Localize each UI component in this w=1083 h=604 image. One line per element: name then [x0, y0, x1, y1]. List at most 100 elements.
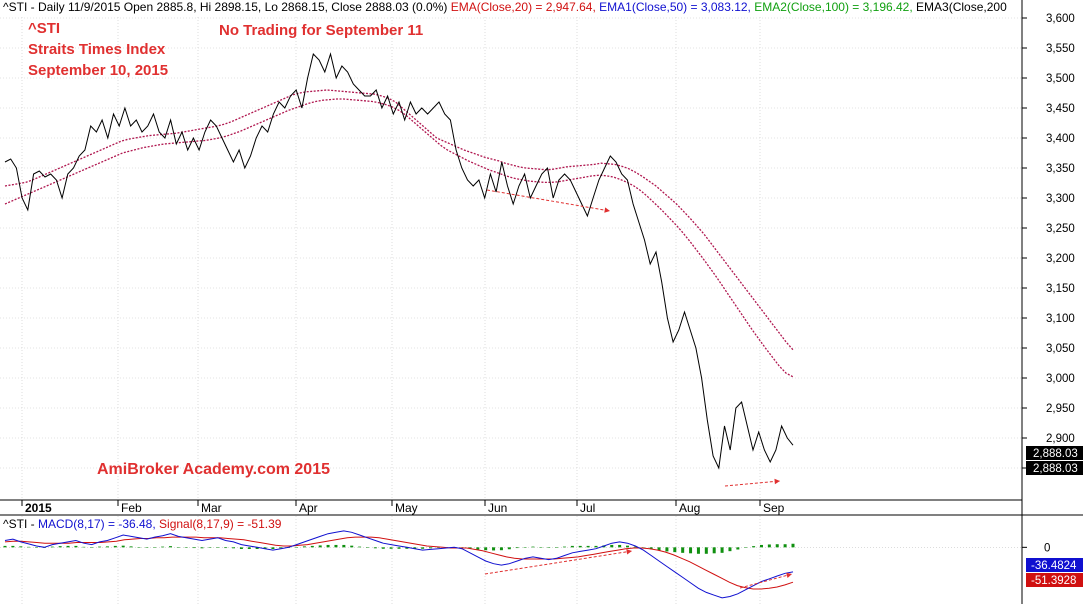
macd-histogram-bar [649, 547, 653, 550]
divergence-arrows [486, 189, 781, 487]
date-label: September 10, 2015 [28, 62, 169, 79]
price-y-tick-label: 3,000 [1046, 373, 1075, 385]
macd-histogram-bar [365, 547, 369, 548]
macd-histogram-bar [728, 547, 732, 552]
macd-histogram-bar [279, 547, 283, 549]
macd-histogram-bar [232, 547, 236, 549]
macd-histogram-bar [752, 546, 756, 548]
index-name-label: Straits Times Index [28, 41, 166, 58]
x-tick-label: Sep [763, 501, 785, 515]
price-y-tick-label: 3,150 [1046, 283, 1075, 295]
macd-histogram-bar [184, 547, 188, 548]
macd-histogram-bar [247, 547, 251, 550]
macd-histogram-bar [145, 547, 149, 548]
macd-histogram-bar [696, 547, 700, 554]
macd-histogram-bar [633, 546, 637, 548]
macd-histogram-bar [342, 544, 346, 548]
price-y-tick-label: 3,400 [1046, 133, 1075, 145]
macd-histogram-bar [468, 547, 472, 549]
macd-histogram-bar [578, 545, 582, 548]
header-ema50: EMA1(Close,50) = 3,083.12, [599, 0, 751, 14]
macd-histogram-bar [239, 547, 243, 550]
macd-histogram-bar [767, 544, 771, 548]
macd-histogram-bar [759, 544, 763, 548]
ema50-line [4, 98, 794, 378]
x-tick-label: Apr [299, 501, 318, 515]
macd-histogram-bar [137, 547, 141, 548]
macd-histogram-bar [82, 546, 86, 548]
macd-histogram-bar [783, 544, 787, 548]
price-y-tick-label: 2,950 [1046, 403, 1075, 415]
macd-histogram-bar [168, 546, 172, 548]
macd-grid [0, 516, 1022, 604]
macd-histogram-bar [775, 544, 779, 548]
macd-histogram-bar [200, 547, 204, 549]
macd-histogram-bar [74, 545, 78, 548]
header-ema200: EMA3(Close,200 [916, 0, 1007, 14]
macd-divergence-arrow-1 [484, 550, 633, 575]
macd-last-value-box [1026, 573, 1083, 587]
x-tick-label: 2015 [25, 501, 52, 515]
macd-histogram-bar [641, 547, 645, 548]
macd-y-axis: 0 [1022, 542, 1050, 554]
macd-last-value-labels: -36.4824 -51.3928 [1026, 558, 1083, 587]
x-tick-label: Jul [580, 501, 595, 515]
macd-histogram-bar [121, 545, 125, 548]
macd-last-value-text: -36.4824 [1031, 560, 1077, 572]
macd-histogram-bar [665, 547, 669, 552]
macd-histogram-bar [224, 547, 228, 549]
macd-histogram-bar [263, 547, 267, 550]
macd-histogram-bar [744, 547, 748, 548]
price-last-value-text: 2,888.03 [1033, 448, 1078, 460]
price-y-tick-label: 2,900 [1046, 433, 1075, 445]
macd-histogram-bar [704, 547, 708, 554]
macd-histogram-bar [405, 547, 409, 549]
macd-histogram-bar [484, 547, 488, 551]
macd-histogram-bar [58, 546, 62, 548]
price-divergence-arrow-2 [724, 480, 781, 487]
macd-histogram-bar [720, 547, 724, 553]
macd-histogram-bar [626, 545, 630, 548]
price-divergence-arrow-2-head [774, 478, 780, 485]
macd-histogram-bar [586, 545, 590, 548]
macd-histogram-bar [531, 546, 535, 548]
macd-histogram-bar [618, 544, 622, 548]
macd-histogram-bar [255, 547, 259, 550]
macd-histogram-bar [555, 547, 559, 548]
macd-histogram-bar [681, 547, 685, 553]
macd-histogram-bar [610, 544, 614, 548]
price-header: ^STI - Daily 11/9/2015 Open 2885.8, Hi 2… [3, 0, 1007, 14]
macd-histogram-bar [429, 547, 433, 549]
macd-histogram-bar [19, 546, 23, 548]
macd-histogram-bar [50, 546, 54, 548]
macd-series [4, 530, 794, 599]
price-last-value-labels: 2,888.03 2,888.03 [1026, 446, 1083, 475]
macd-histogram [3, 543, 795, 554]
macd-histogram-bar [208, 547, 212, 548]
macd-histogram-bar [673, 547, 677, 553]
macd-histogram-bar [689, 547, 693, 554]
price-divergence-arrow-1 [486, 189, 611, 212]
macd-histogram-bar [657, 547, 661, 551]
price-y-tick-label: 3,200 [1046, 253, 1075, 265]
header-prefix: ^STI - Daily 11/9/2015 Open 2885.8, Hi 2… [3, 0, 448, 14]
macd-histogram-bar [736, 547, 740, 550]
macd-divergence-arrow-2-head [786, 572, 792, 579]
x-tick-label: Aug [679, 501, 700, 515]
macd-histogram-bar [153, 547, 157, 548]
macd-line [4, 530, 794, 599]
price-y-tick-label: 3,100 [1046, 313, 1075, 325]
macd-histogram-bar [562, 546, 566, 548]
macd-histogram-bar [98, 546, 102, 548]
price-last-value-box [1026, 461, 1083, 475]
macd-histogram-bar [523, 547, 527, 548]
ema20-line [4, 89, 794, 351]
price-last-value-box [1026, 446, 1083, 460]
price-last-value-text: 2,888.03 [1033, 463, 1078, 475]
macd-histogram-bar [350, 545, 354, 548]
signal-line [4, 536, 794, 590]
x-tick-label: Jun [488, 501, 507, 515]
macd-histogram-bar [373, 547, 377, 549]
macd-header-macd: MACD(8,17) = -36.48, [37, 517, 156, 531]
